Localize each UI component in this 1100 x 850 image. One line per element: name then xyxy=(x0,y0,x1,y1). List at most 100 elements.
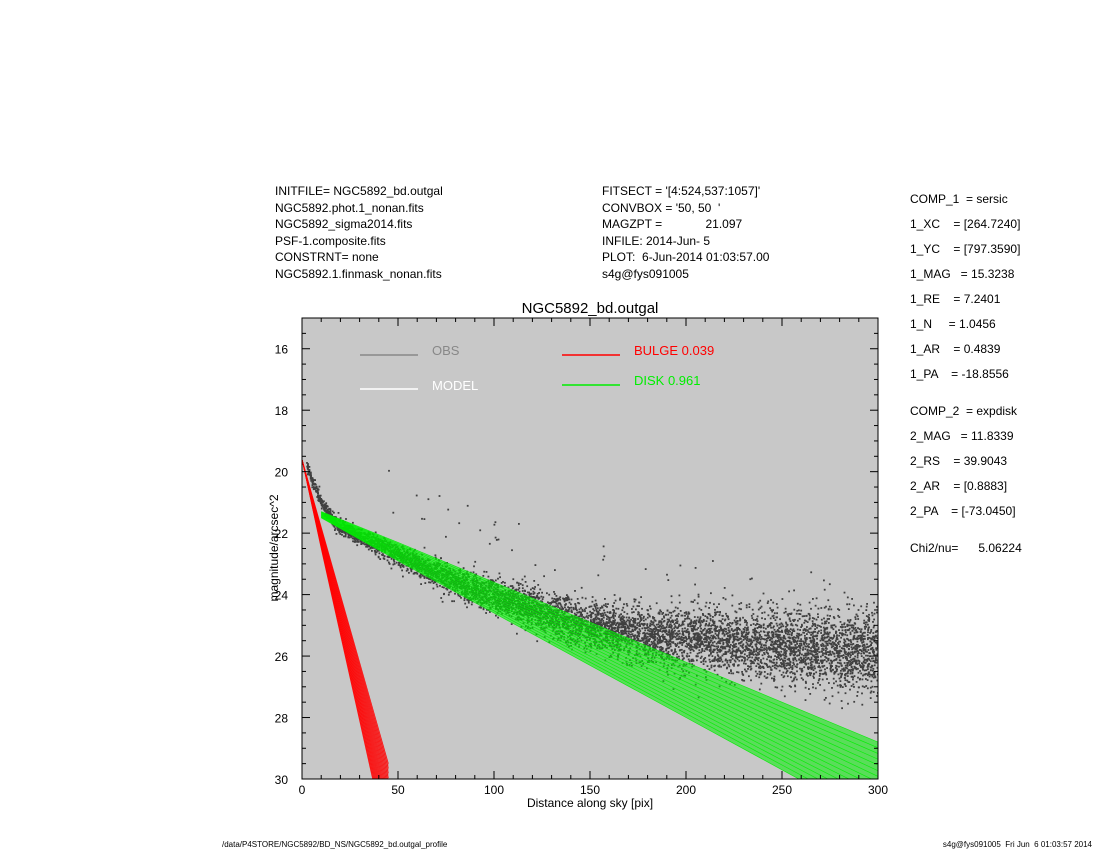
obs-point xyxy=(723,634,726,637)
obs-point xyxy=(861,685,864,688)
obs-point xyxy=(650,630,653,633)
obs-point xyxy=(773,675,776,678)
obs-point xyxy=(815,597,818,600)
obs-point xyxy=(851,598,853,600)
obs-point xyxy=(798,632,800,635)
obs-point xyxy=(823,672,826,675)
obs-point xyxy=(722,664,725,667)
obs-point xyxy=(867,631,869,634)
obs-point xyxy=(733,654,735,657)
obs-point xyxy=(708,607,710,609)
obs-point xyxy=(767,624,770,627)
obs-point xyxy=(870,690,873,693)
obs-point xyxy=(647,626,650,629)
header-middle-line-3: INFILE: 2014-Jun- 5 xyxy=(602,233,711,248)
obs-point xyxy=(580,611,582,614)
obs-point xyxy=(307,473,309,476)
obs-point xyxy=(735,638,738,641)
obs-point xyxy=(768,649,771,651)
obs-point xyxy=(707,631,709,633)
obs-point xyxy=(613,602,616,604)
obs-point xyxy=(704,657,707,659)
obs-point xyxy=(746,655,748,657)
obs-point xyxy=(373,549,376,552)
obs-point xyxy=(846,662,849,665)
obs-point xyxy=(849,654,852,657)
obs-point xyxy=(751,645,753,648)
obs-point xyxy=(702,643,705,646)
obs-point xyxy=(783,634,785,637)
obs-point xyxy=(756,622,758,625)
obs-point xyxy=(838,656,841,659)
obs-point xyxy=(486,608,488,611)
obs-point xyxy=(311,480,314,483)
obs-point xyxy=(826,614,829,617)
obs-point xyxy=(867,638,869,641)
obs-point xyxy=(701,621,704,624)
obs-point xyxy=(796,632,799,635)
obs-point xyxy=(869,660,872,663)
obs-point xyxy=(748,638,750,641)
obs-point xyxy=(854,616,857,619)
obs-point xyxy=(849,656,852,659)
obs-point xyxy=(866,643,868,646)
obs-point xyxy=(447,593,450,596)
obs-point xyxy=(614,599,617,602)
header-middle-line-5: s4g@fys091005 xyxy=(602,266,689,281)
param-line-9: 2_MAG = 11.8339 xyxy=(910,429,1014,443)
obs-point xyxy=(625,603,628,605)
obs-point xyxy=(625,620,628,623)
obs-point xyxy=(846,663,849,666)
obs-point xyxy=(795,650,798,653)
obs-point xyxy=(660,621,663,624)
obs-point xyxy=(728,659,731,662)
obs-point xyxy=(645,639,648,642)
obs-point xyxy=(778,651,780,654)
obs-point xyxy=(646,642,649,645)
obs-point xyxy=(772,635,774,638)
obs-point xyxy=(661,639,664,642)
obs-point xyxy=(311,484,314,486)
obs-point xyxy=(320,507,323,510)
obs-point xyxy=(848,603,851,606)
obs-point xyxy=(826,618,829,620)
obs-point xyxy=(874,676,877,679)
obs-point xyxy=(835,631,838,633)
obs-point xyxy=(745,629,748,632)
obs-point xyxy=(584,610,586,613)
obs-point xyxy=(770,637,772,639)
obs-point xyxy=(619,619,622,622)
obs-point xyxy=(776,640,778,643)
obs-point xyxy=(725,652,728,655)
obs-point xyxy=(755,643,758,645)
obs-point xyxy=(832,659,835,662)
obs-point xyxy=(822,652,824,655)
obs-point xyxy=(844,629,847,631)
obs-point xyxy=(722,631,724,633)
obs-point xyxy=(817,613,819,616)
obs-point xyxy=(355,538,358,541)
obs-point xyxy=(615,630,618,632)
obs-point xyxy=(720,665,722,668)
obs-point xyxy=(596,604,598,607)
obs-point xyxy=(776,624,779,627)
obs-point xyxy=(760,605,763,608)
obs-point xyxy=(823,606,826,609)
obs-point xyxy=(383,555,386,558)
obs-point xyxy=(695,619,698,622)
obs-point xyxy=(765,644,767,647)
obs-point xyxy=(832,616,835,618)
obs-point xyxy=(652,640,655,643)
obs-point xyxy=(700,609,703,611)
obs-point xyxy=(840,675,843,678)
obs-point xyxy=(668,633,671,636)
obs-point xyxy=(747,640,750,643)
obs-point xyxy=(808,649,811,652)
obs-point xyxy=(856,652,859,655)
obs-point xyxy=(818,625,821,627)
obs-point xyxy=(851,651,854,653)
obs-point xyxy=(638,639,641,642)
obs-point xyxy=(871,611,873,614)
obs-point xyxy=(474,560,477,563)
obs-point xyxy=(729,652,732,654)
